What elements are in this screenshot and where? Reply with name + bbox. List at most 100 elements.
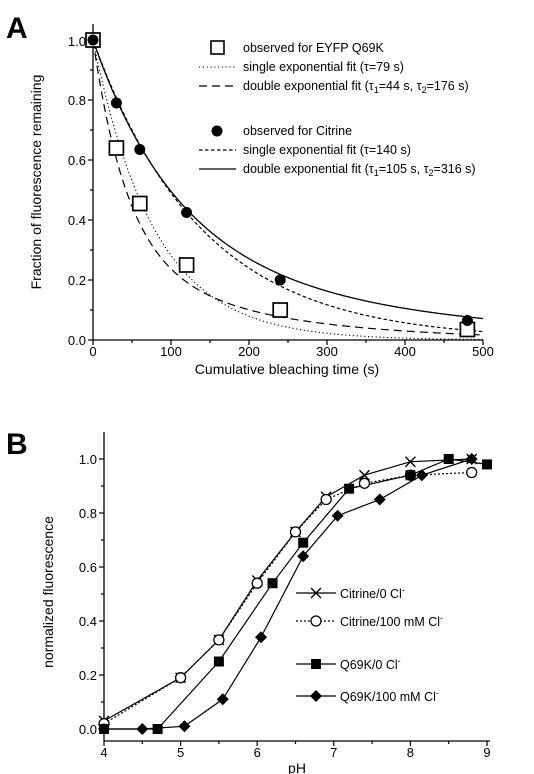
data-point-q69k-100cl [415,469,428,482]
data-point-q69k-100cl [373,493,386,506]
legend-citrine-single-fit: single exponential fit (τ=140 s) [243,143,411,157]
panel-a-y-tick-label: 0.8 [68,93,86,108]
panel-a-x-tick-label: 200 [238,344,260,359]
panel-a-y-tick-label: 0.0 [68,333,86,348]
data-point-q69k-100cl [297,550,310,563]
data-point-q69k-100cl [98,723,110,735]
data-point-q69k-0cl [267,578,278,589]
legend-citrine-0cl: Citrine/0 Cl- [340,585,405,601]
legend-x-marker [310,587,322,599]
panel-a-y-tick-label: 0.6 [68,153,86,168]
panel-a: A 0 100 200 300 400 500 0.0 0.2 0.4 0.6 … [6,12,494,377]
panel-b-y-tick-label: 0.8 [79,506,97,521]
panel-a-plot-area [85,32,484,341]
panel-b-x-tick-label: 8 [407,745,414,760]
data-point-q69k-100cl [136,723,149,735]
legend-eyfp-observed: observed for EYFP Q69K [243,41,384,55]
panel-b-y-tick-label: 0.6 [79,560,97,575]
panel-a-x-tick-label: 100 [160,344,182,359]
data-point-q69k-0cl [443,454,454,464]
legend-open-square-marker [210,40,225,55]
data-point-citrine-100cl [320,493,332,506]
series-line-4 [104,458,472,730]
panel-a-x-tick-label: 500 [472,344,494,359]
panel-a-y-tick-label: 0.2 [68,273,86,288]
legend-text-part: =105 s, τ [379,162,429,176]
data-point-eyfp [108,140,125,156]
data-point-q69k-0cl [213,656,224,667]
panel-b-x-tick-label: 6 [254,745,261,760]
panel-a-y-tick-label: 1.0 [68,34,86,49]
legend-text-part: =176 s) [427,79,469,93]
data-point-citrine-100cl [174,672,187,684]
legend-citrine-observed: observed for Citrine [243,124,352,138]
data-point-q69k-100cl [331,509,344,522]
data-point-citrine-100cl [466,466,478,479]
fit-curve-dashed [92,39,484,336]
fit-curve-solid [92,39,484,320]
panel-a-x-tick-labels: 0 100 200 300 400 500 [89,344,493,359]
panel-a-y-tick-labels: 0.0 0.2 0.4 0.6 0.8 1.0 [68,34,86,348]
data-point-q69k-0cl [152,724,163,734]
panel-b-legend: Citrine/0 Cl- Citrine/100 mM Cl- Q69K/0 … [296,585,443,704]
panel-b-y-tick-label: 1.0 [79,452,97,467]
legend-superscript: - [398,656,401,666]
panel-b-plot-area [98,453,492,735]
data-point-citrine [110,97,122,109]
panel-a-y-tick-label: 0.4 [68,213,86,228]
data-point-citrine-100cl [289,526,302,538]
panel-b-y-tick-label: 0.0 [79,722,97,737]
legend-eyfp-single-fit: single exponential fit (τ=79 s) [243,60,404,74]
data-point-citrine [181,207,193,218]
panel-b-x-tick-label: 5 [177,745,184,760]
legend-q69k-100cl: Q69K/100 mM Cl- [340,688,439,704]
fit-curve-dotted [92,39,484,341]
legend-filled-diamond-marker [310,690,322,702]
legend-superscript: - [440,613,443,623]
panel-b-x-tick-label: 7 [330,745,337,760]
legend-filled-square-marker [311,659,321,669]
data-point-citrine-100cl [213,634,225,646]
panel-b-x-tick-labels: 4 5 6 7 8 9 [100,745,490,760]
data-point-q69k-0cl [344,483,355,494]
data-point-citrine-0cl [404,456,416,468]
legend-subscript: 1 [374,85,379,95]
legend-text-part: double exponential fit (τ [243,162,374,176]
series-line-1 [103,458,472,722]
panel-b-y-tick-label: 0.2 [79,668,97,683]
panel-b-letter: B [6,428,28,461]
fit-curve-short-dashed [92,39,484,333]
panel-a-letter: A [6,12,28,45]
data-point-citrine-100cl [358,477,371,489]
legend-filled-circle-marker [211,125,223,137]
legend-eyfp-double-fit: double exponential fit (τ1=44 s, τ2=176 … [243,79,469,95]
panel-b-x-axis-label: pH [288,760,306,774]
data-point-eyfp [131,195,148,212]
legend-superscript: - [402,585,405,595]
series-line-2 [103,471,472,725]
data-point-citrine [461,315,473,326]
data-point-q69k-0cl [298,537,309,548]
panel-b-x-tick-label: 9 [483,745,490,760]
data-point-q69k-100cl [216,693,229,706]
panel-b-y-tick-label: 0.4 [79,614,97,629]
legend-text-part: =316 s) [434,162,476,176]
legend-citrine-double-fit: double exponential fit (τ1=105 s, τ2=316… [243,162,476,178]
legend-text-part: Citrine/0 Cl [340,587,402,601]
panel-b-y-axis-label: normalized fluorescence [40,516,56,668]
legend-text-part: Q69K/100 mM Cl [340,690,436,704]
panel-a-y-axis-label: Fraction of fluorescence remaining [28,75,44,290]
data-point-citrine [274,274,286,286]
legend-subscript: 2 [429,168,434,178]
data-point-citrine-0cl [358,469,370,481]
data-point-q69k-100cl [465,453,478,465]
panel-a-ticks [88,39,484,345]
panel-b-axes [103,432,490,742]
data-point-q69k-0cl [405,470,416,481]
legend-text-part: Citrine/100 mM Cl [340,615,440,629]
legend-citrine-100cl: Citrine/100 mM Cl- [340,613,443,629]
legend-text-part: =44 s, τ [379,79,422,93]
data-point-q69k-100cl [255,631,268,644]
panel-b-x-tick-label: 4 [100,745,107,760]
